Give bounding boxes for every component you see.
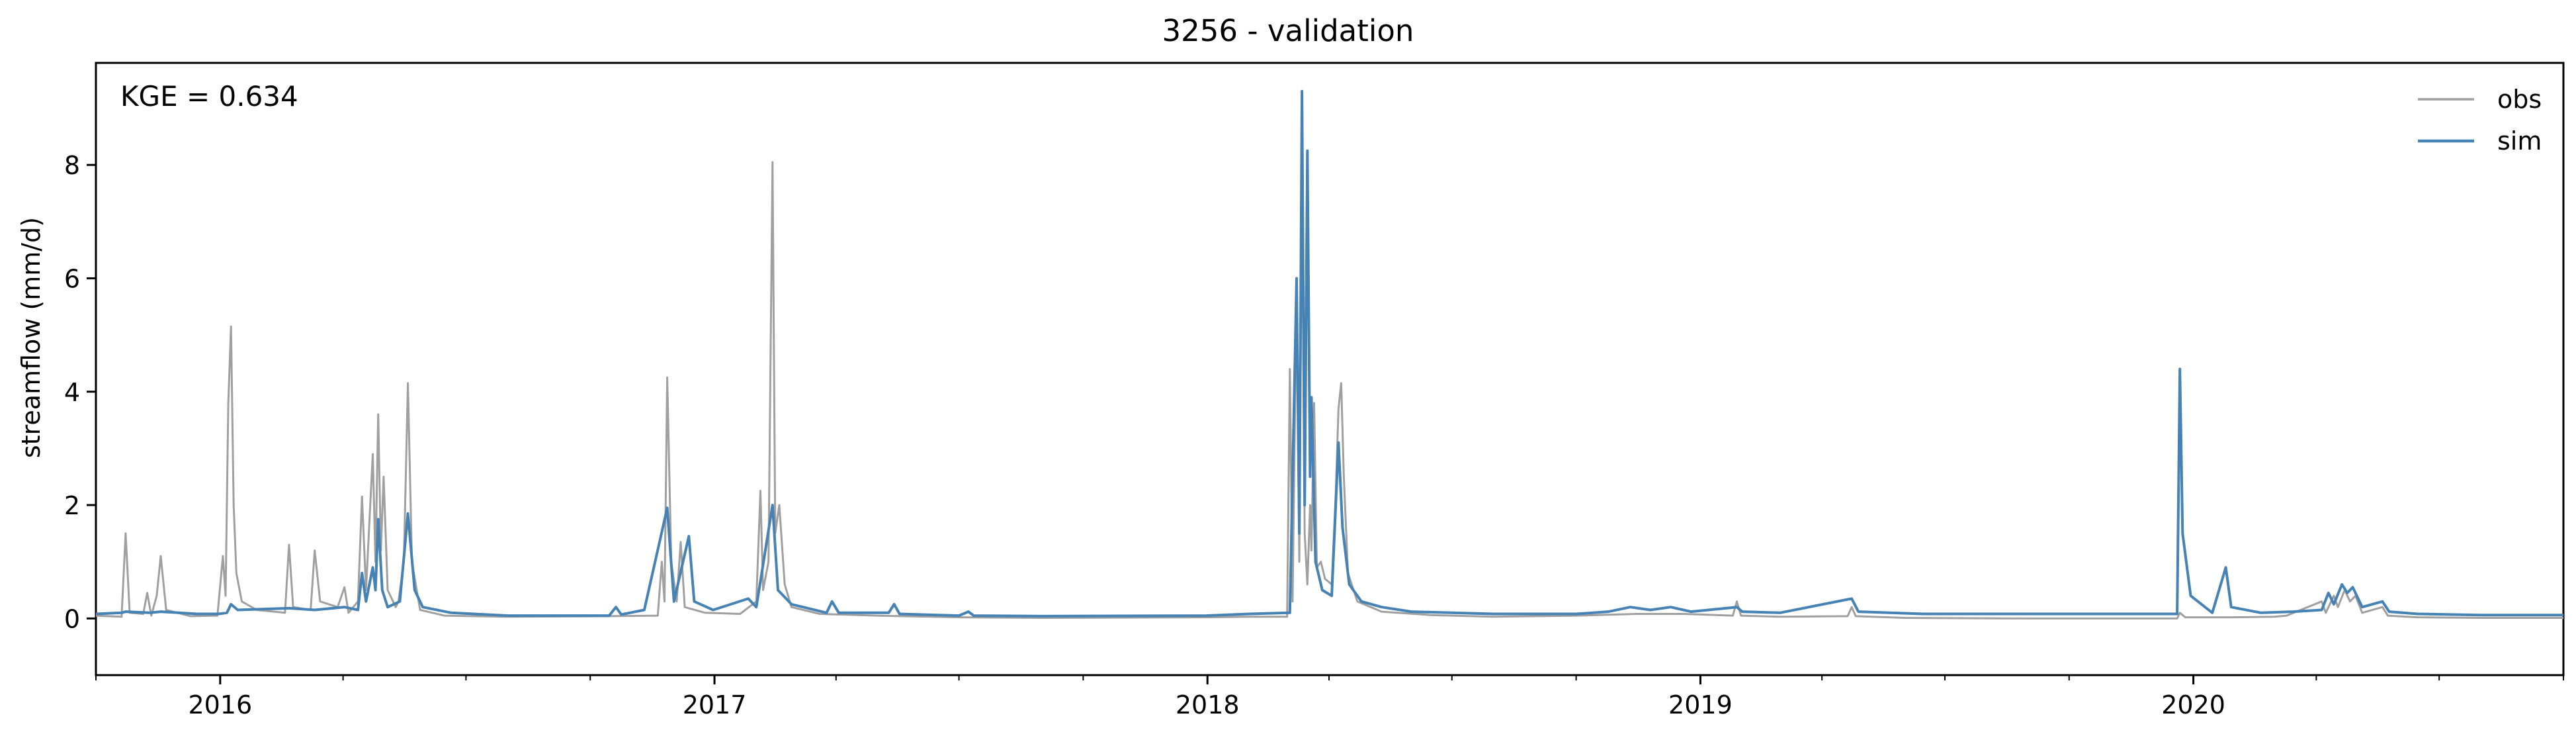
series-lines [95, 89, 2563, 620]
y-axis-label: streamflow (mm/d) [17, 217, 46, 458]
x-tick-label: 2018 [1176, 690, 1240, 719]
y-tick-label: 0 [64, 604, 80, 633]
y-tick-label: 6 [64, 264, 80, 293]
x-axis: 2016 2017 2018 2019 2020 [95, 675, 2564, 719]
y-tick-label: 2 [64, 491, 80, 520]
y-tick-label: 8 [64, 151, 80, 180]
x-tick-label: 2016 [188, 690, 252, 719]
series-line-sim [95, 89, 2563, 618]
legend: obs sim [2418, 85, 2542, 156]
y-tick-label: 4 [64, 378, 80, 407]
series-line-obs [95, 161, 2563, 620]
plot-frame [95, 62, 2565, 676]
x-tick-label: 2020 [2161, 690, 2225, 719]
legend-sim-label: sim [2497, 126, 2542, 156]
plot-area: 0 2 4 6 8 2016 2017 2018 2019 2020 [64, 62, 2565, 719]
kge-annotation: KGE = 0.634 [120, 80, 298, 113]
legend-obs-label: obs [2497, 85, 2542, 114]
x-tick-label: 2019 [1668, 690, 1733, 719]
chart-title: 3256 - validation [1162, 13, 1414, 48]
x-tick-label: 2017 [683, 690, 747, 719]
y-axis: 0 2 4 6 8 [64, 151, 96, 633]
